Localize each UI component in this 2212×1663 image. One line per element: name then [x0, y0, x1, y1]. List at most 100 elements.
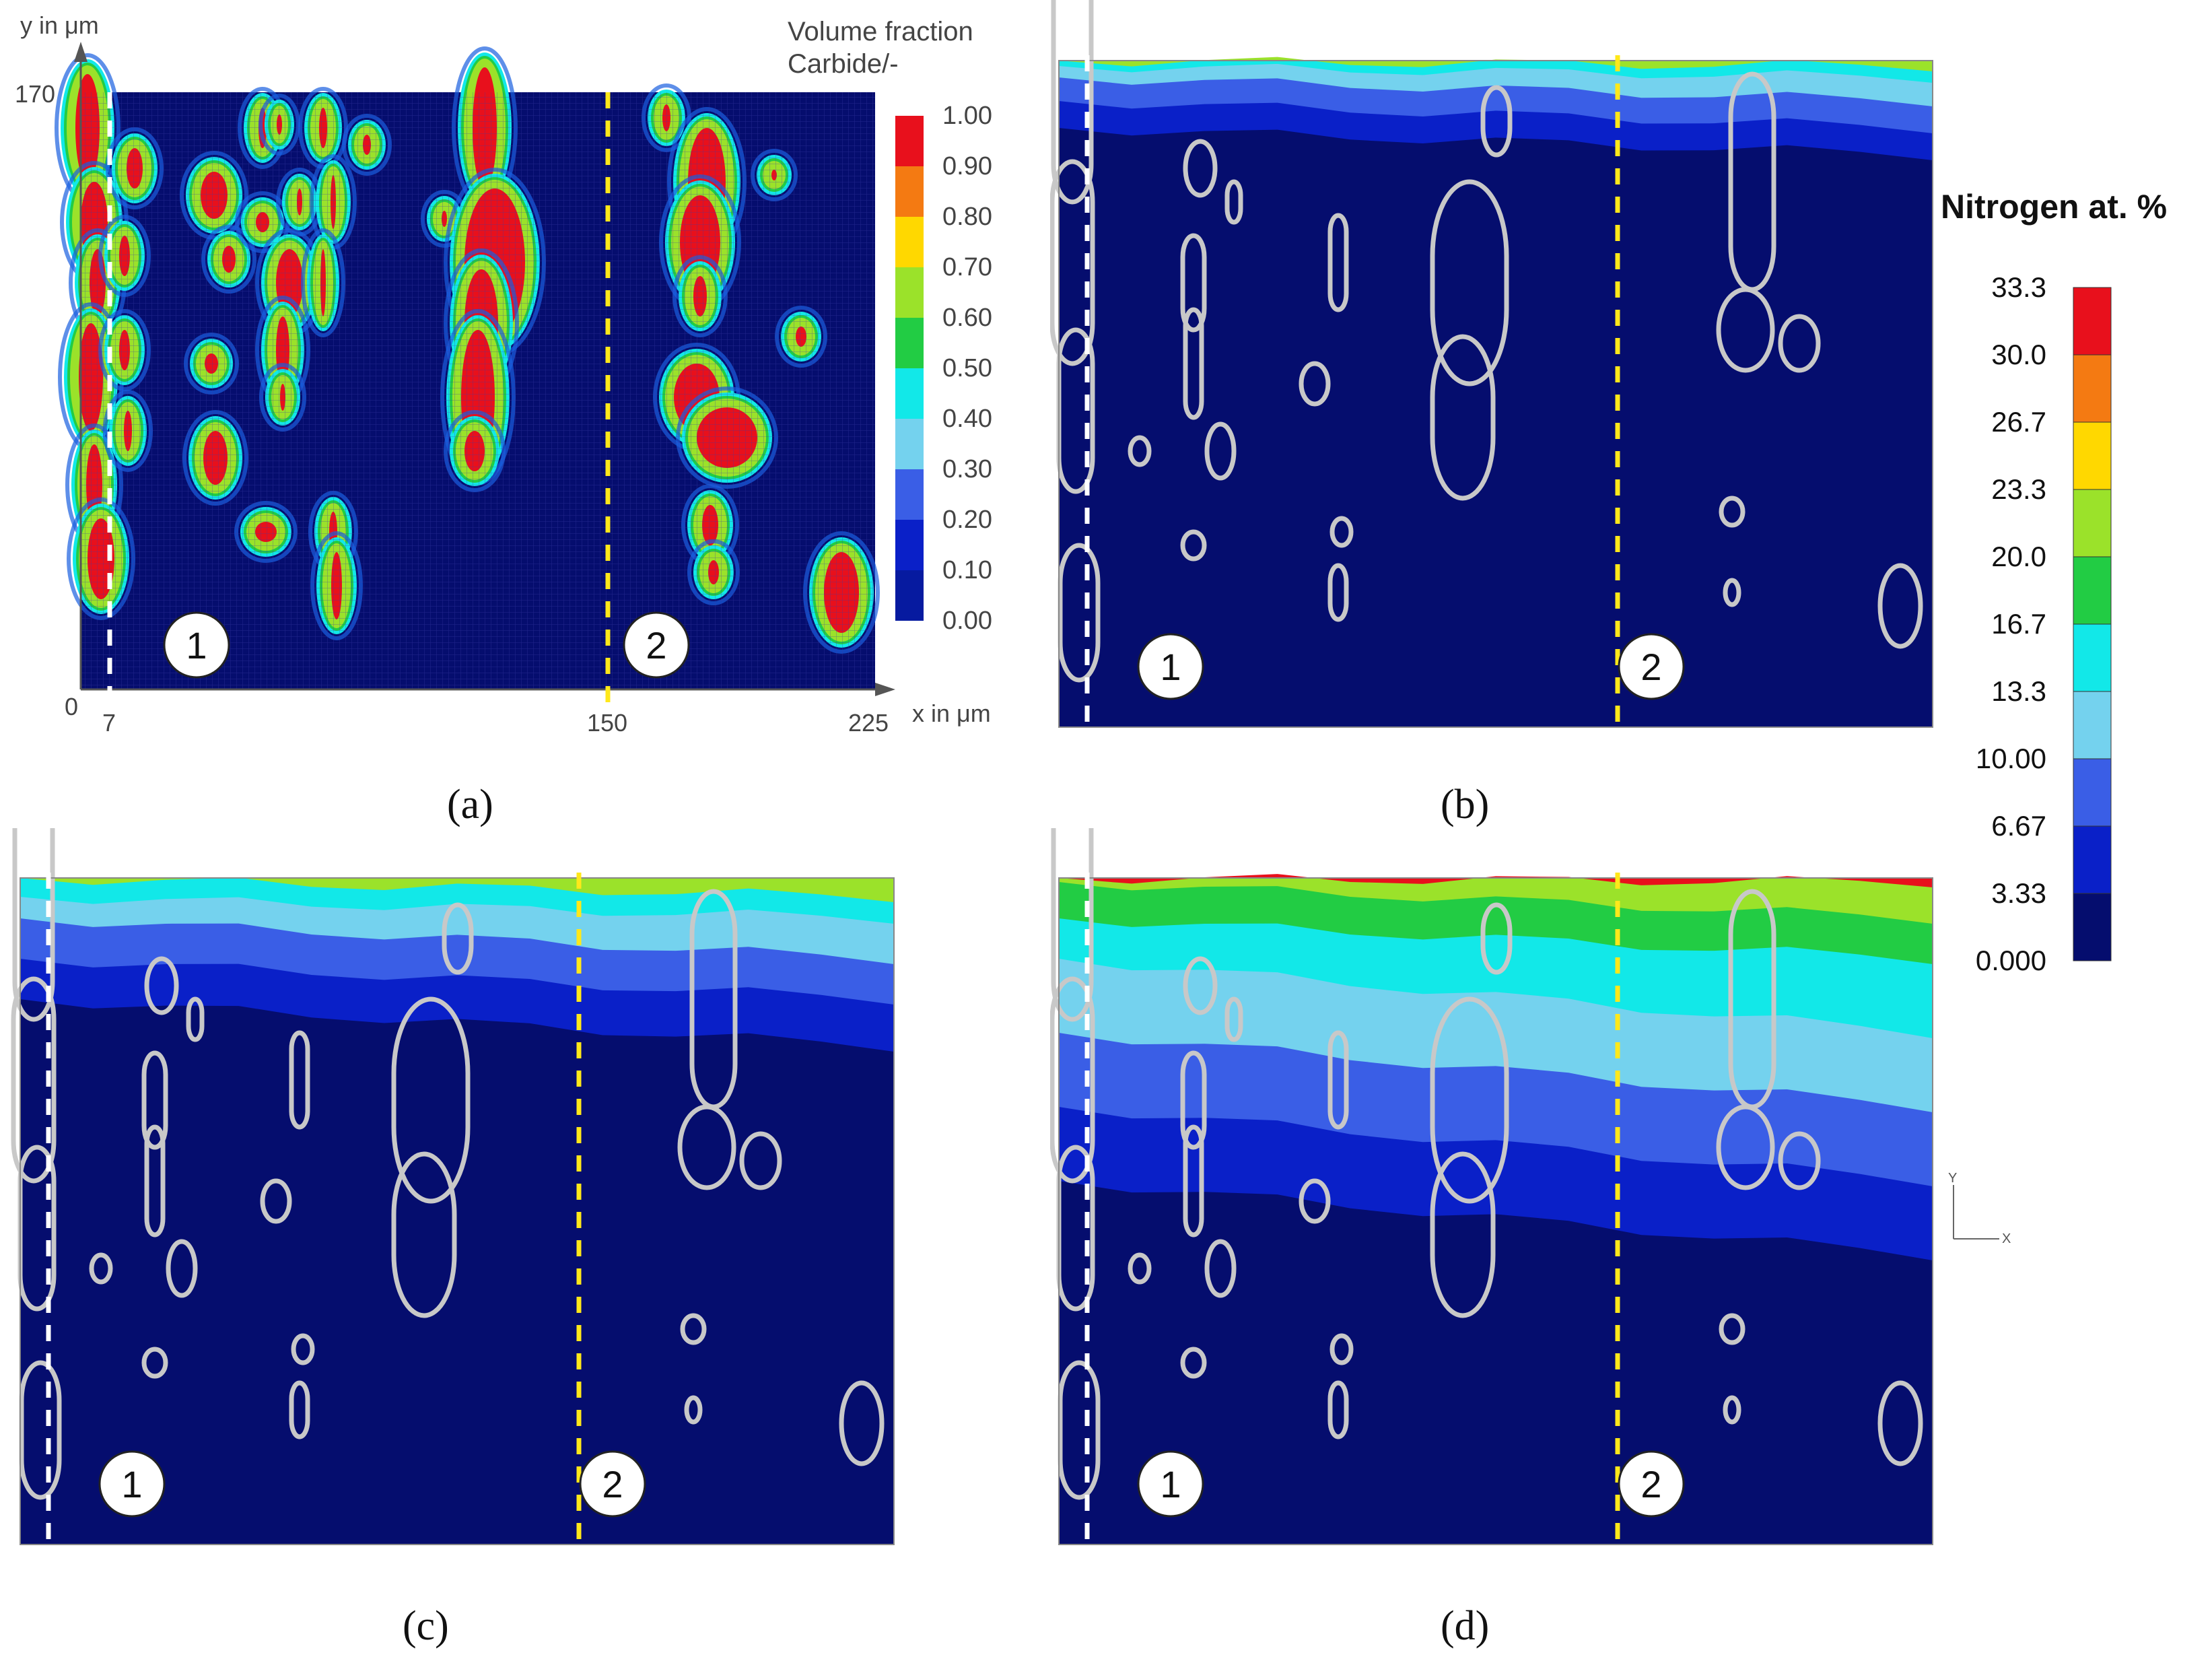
carbide-contour: [289, 1380, 310, 1439]
marker-circle-1: 1: [1137, 1450, 1204, 1518]
y-axis-label: y in μm: [20, 11, 99, 39]
nitrogen-colorbar-swatch: [2073, 758, 2112, 827]
carbide-contour: [391, 996, 471, 1204]
nitrogen-colorbar-label: 6.67: [1991, 810, 2046, 842]
carbide-contour: [1224, 996, 1243, 1042]
carbide-colorbar-label: 0.40: [942, 405, 992, 433]
carbide-colorbar-swatch: [895, 419, 924, 469]
nitrogen-colorbar-swatch: [2073, 354, 2112, 423]
nitrogen-colorbar-swatch: [2073, 421, 2112, 490]
caption-a-text: (a): [447, 782, 493, 827]
nitrogen-colorbar-swatch: [2073, 623, 2112, 692]
marker-circle-2: 2: [1618, 633, 1685, 700]
nitrogen-colorbar-swatch: [2073, 287, 2112, 355]
nitrogen-band: [1059, 878, 1933, 924]
carbide-contour: [839, 1380, 885, 1466]
carbide-contour: [1778, 314, 1821, 373]
carbide-colorbar-swatch: [895, 166, 924, 217]
nitrogen-colorbar-label: 13.3: [1991, 675, 2046, 707]
marker-circle-2-label: 2: [1640, 646, 1661, 688]
carbide-heatmap: 1 2 y in μm x in μm 170 0 7 150 225 Volu…: [15, 11, 992, 737]
y-axis-arrow: [74, 42, 88, 62]
marker-label-2: 2: [646, 624, 666, 667]
carbide-colorbar-label: 0.30: [942, 455, 992, 483]
panel-d: 1 2 (d): [1050, 828, 2100, 1663]
nitrogen-colorbar-title: Nitrogen at. %: [1941, 188, 2167, 226]
nitrogen-colorbar-label: 10.00: [1976, 743, 2046, 774]
caption-b-text: (b): [1441, 782, 1490, 827]
carbide-colorbar-label: 0.80: [942, 203, 992, 231]
nitrogen-colorbar: Nitrogen at. % 33.3 30.0 26.7 23.3 20.0 16.7 1…: [1941, 188, 2167, 976]
carbide-contour: [391, 1151, 457, 1318]
marker-label-1: 1: [186, 624, 207, 667]
colorbar-title-line1: Volume fraction: [788, 17, 973, 46]
carbide-contour: [1430, 996, 1509, 1204]
carbide-contour: [1204, 421, 1237, 481]
axis-triad: Y X: [1948, 1172, 2011, 1246]
nitrogen-colorbar-swatch: [2073, 893, 2112, 961]
marker-circle-1-label: 1: [121, 1463, 142, 1505]
carbide-contour: [684, 1395, 703, 1425]
carbide-contour: [1723, 578, 1741, 607]
marker-circle-2-label: 2: [602, 1463, 623, 1505]
carbide-contour: [1723, 1395, 1741, 1425]
carbide-colorbar-label: 0.20: [942, 506, 992, 534]
carbide-contour: [289, 1030, 310, 1130]
carbide-colorbar-swatch: [895, 368, 924, 419]
carbide-contour: [1329, 516, 1354, 548]
nitrogen-colorbar-swatch: [2073, 489, 2112, 557]
carbide-contour: [1180, 529, 1207, 562]
nitrogen-band: [20, 877, 894, 902]
carbide-colorbar-label: 0.70: [942, 253, 992, 281]
carbide-contour: [12, 828, 55, 1022]
carbide-colorbar: 1.00 0.90 0.80 0.70 0.60 0.50 0.40 0.30 0.20 0.10…: [895, 102, 992, 635]
carbide-contour: [1128, 435, 1152, 467]
carbide-contour: [1058, 1360, 1101, 1500]
carbide-contour: [1183, 307, 1204, 420]
marker-circle-1: 1: [98, 1450, 166, 1518]
nitrogen-colorbar-label: 30.0: [1991, 339, 2046, 370]
carbide-contour: [1327, 213, 1349, 312]
carbide-contour: [1327, 1380, 1349, 1439]
carbide-contour: [1480, 85, 1513, 158]
carbide-contour: [1327, 1030, 1349, 1130]
carbide-colorbar-label: 0.60: [942, 304, 992, 332]
carbide-contours: [1050, 828, 1923, 1500]
carbide-contour: [1430, 334, 1496, 501]
map-frame: [1058, 60, 1933, 728]
carbide-colorbar-label: 0.00: [942, 607, 992, 635]
caption-d: (d): [1441, 1602, 1489, 1650]
carbide-contour: [1180, 1050, 1207, 1150]
carbide-contour: [739, 1131, 782, 1190]
carbide-contour: [1299, 361, 1331, 407]
carbide-contour: [19, 1360, 62, 1500]
carbide-contour: [11, 976, 57, 1184]
x-tick-0: 0: [65, 693, 78, 720]
marker-circle-2: 2: [1618, 1450, 1685, 1518]
carbide-contour: [1430, 1151, 1496, 1318]
carbide-colorbar-swatch: [895, 318, 924, 368]
carbide-contour: [144, 956, 179, 1015]
carbide-contour: [1716, 1104, 1775, 1190]
carbide-contour: [89, 1252, 113, 1285]
carbide-contour: [1480, 902, 1513, 975]
nitrogen-colorbar-swatch: [2073, 556, 2112, 625]
carbide-contour: [1299, 1178, 1331, 1224]
carbide-colorbar-label: 0.90: [942, 152, 992, 180]
carbide-contour: [260, 1178, 292, 1224]
marker-circle-1-label: 1: [1160, 646, 1181, 688]
carbide-contour: [1050, 976, 1095, 1184]
x-axis-arrow: [875, 683, 895, 696]
map-frame: [20, 877, 895, 1545]
carbide-colorbar-swatch: [895, 116, 924, 166]
carbide-contour: [141, 1050, 168, 1150]
carbide-colorbar-swatch: [895, 520, 924, 570]
carbide-contour: [1058, 543, 1101, 683]
carbide-contour: [1224, 179, 1243, 225]
carbide-contour: [1183, 139, 1218, 198]
carbide-colorbar-swatch: [895, 217, 924, 267]
carbide-contour: [1716, 287, 1775, 373]
marker-circle-1-label: 1: [1160, 1463, 1181, 1505]
